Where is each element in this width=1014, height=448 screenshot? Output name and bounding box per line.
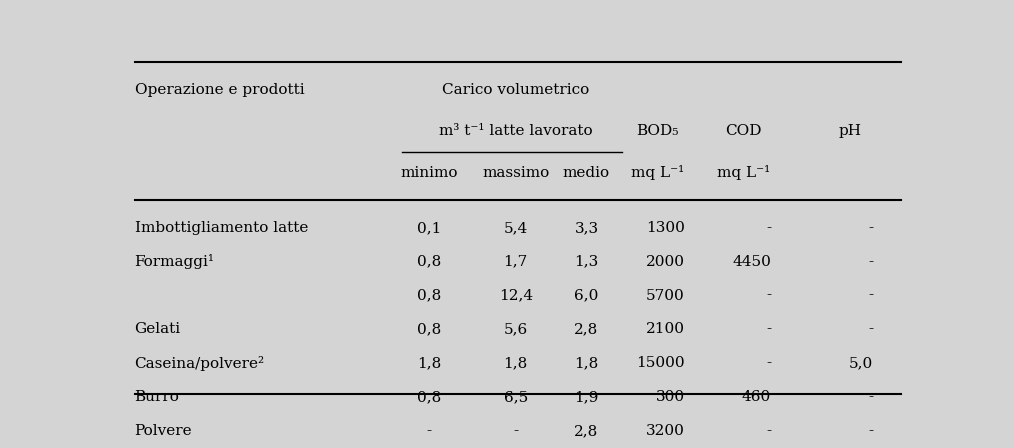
Text: 12,4: 12,4	[499, 289, 532, 302]
Text: 5,0: 5,0	[849, 356, 873, 370]
Text: 15000: 15000	[636, 356, 684, 370]
Text: 6,0: 6,0	[574, 289, 598, 302]
Text: -: -	[868, 221, 873, 235]
Text: 5,4: 5,4	[504, 221, 528, 235]
Text: 0,8: 0,8	[417, 289, 441, 302]
Text: -: -	[513, 424, 518, 438]
Text: 1,8: 1,8	[574, 356, 598, 370]
Text: 1,9: 1,9	[574, 390, 598, 404]
Text: BOD₅: BOD₅	[636, 125, 678, 138]
Text: pH: pH	[839, 125, 861, 138]
Text: 2,8: 2,8	[574, 424, 598, 438]
Text: 1,8: 1,8	[504, 356, 528, 370]
Text: 0,8: 0,8	[417, 323, 441, 336]
Text: 1300: 1300	[646, 221, 684, 235]
Text: -: -	[766, 424, 772, 438]
Text: Formaggi¹: Formaggi¹	[135, 254, 215, 269]
Text: -: -	[427, 424, 432, 438]
Text: mq L⁻¹: mq L⁻¹	[631, 165, 683, 180]
Text: COD: COD	[725, 125, 762, 138]
Text: -: -	[766, 221, 772, 235]
Text: -: -	[868, 289, 873, 302]
Text: 3200: 3200	[646, 424, 684, 438]
Text: 1,3: 1,3	[574, 255, 598, 269]
Text: -: -	[766, 323, 772, 336]
Text: Carico volumetrico: Carico volumetrico	[442, 83, 589, 97]
Text: 2000: 2000	[646, 255, 684, 269]
Text: massimo: massimo	[482, 166, 550, 180]
Text: -: -	[766, 356, 772, 370]
Text: 5,6: 5,6	[504, 323, 528, 336]
Text: Imbottigliamento latte: Imbottigliamento latte	[135, 221, 308, 235]
Text: 1,8: 1,8	[417, 356, 441, 370]
Text: medio: medio	[563, 166, 610, 180]
Text: Polvere: Polvere	[135, 424, 193, 438]
Text: mq L⁻¹: mq L⁻¹	[717, 165, 771, 180]
Text: Operazione e prodotti: Operazione e prodotti	[135, 83, 304, 97]
Text: minimo: minimo	[401, 166, 458, 180]
Text: Burro: Burro	[135, 390, 179, 404]
Text: -: -	[766, 289, 772, 302]
Text: 300: 300	[656, 390, 684, 404]
Text: 5700: 5700	[646, 289, 684, 302]
Text: 6,5: 6,5	[504, 390, 528, 404]
Text: m³ t⁻¹ latte lavorato: m³ t⁻¹ latte lavorato	[439, 125, 592, 138]
Text: 460: 460	[742, 390, 772, 404]
Text: -: -	[868, 424, 873, 438]
Text: Caseina/polvere²: Caseina/polvere²	[135, 356, 265, 370]
Text: 1,7: 1,7	[504, 255, 528, 269]
Text: 3,3: 3,3	[574, 221, 598, 235]
Text: 0,8: 0,8	[417, 255, 441, 269]
Text: 0,8: 0,8	[417, 390, 441, 404]
Text: 2100: 2100	[646, 323, 684, 336]
Text: 4450: 4450	[732, 255, 772, 269]
Text: 2,8: 2,8	[574, 323, 598, 336]
Text: -: -	[868, 323, 873, 336]
Text: 0,1: 0,1	[417, 221, 441, 235]
Text: Gelati: Gelati	[135, 323, 180, 336]
Text: -: -	[868, 255, 873, 269]
Text: -: -	[868, 390, 873, 404]
